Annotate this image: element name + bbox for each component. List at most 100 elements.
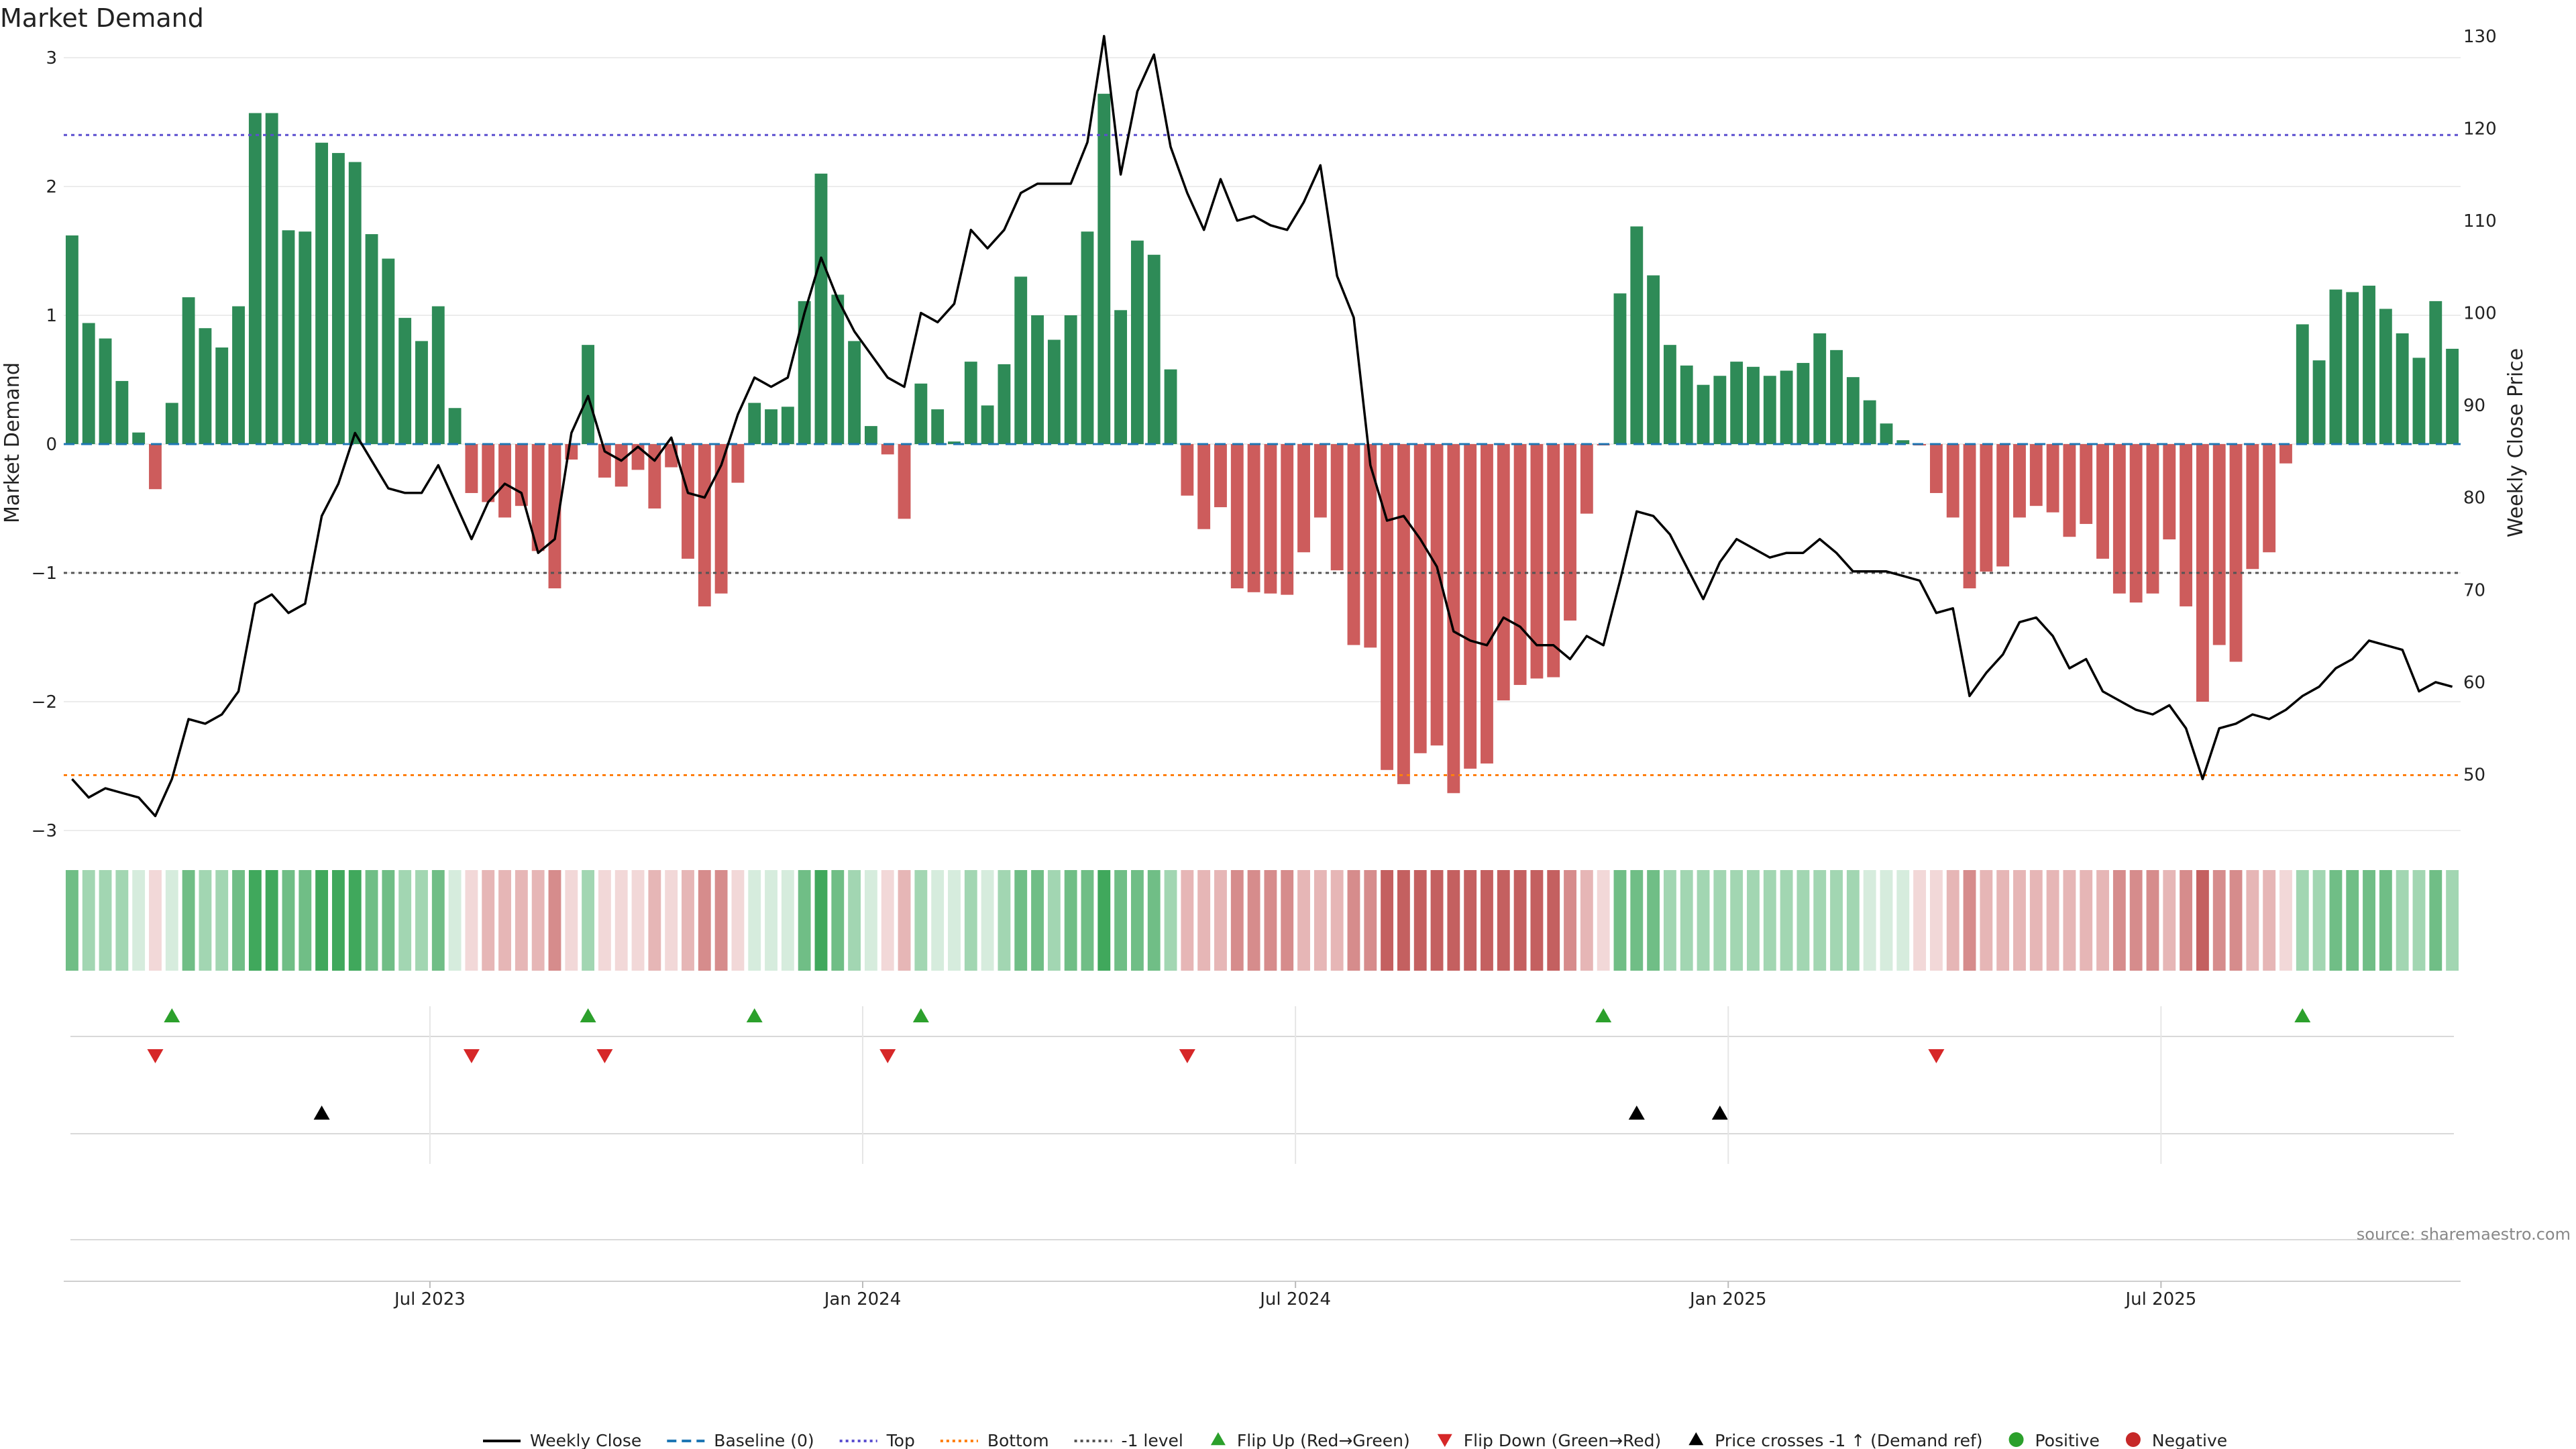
demand-bar: [1613, 293, 1627, 444]
demand-bar: [1963, 444, 1976, 589]
heat-cell: [2296, 870, 2309, 971]
heat-cell: [1747, 870, 1760, 971]
heat-cell: [1530, 870, 1544, 971]
demand-bar: [531, 444, 545, 551]
demand-bar: [1114, 310, 1128, 444]
heat-cell: [2346, 870, 2359, 971]
heat-cell: [1464, 870, 1477, 971]
demand-bar: [1230, 444, 1244, 589]
demand-bar: [765, 409, 777, 444]
heat-cell: [998, 870, 1011, 971]
demand-bar: [1830, 350, 1843, 444]
demand-bar: [881, 444, 894, 455]
legend-label: Flip Up (Red→Green): [1237, 1431, 1410, 1449]
heat-cell: [798, 870, 811, 971]
heat-cell: [2129, 870, 2143, 971]
demand-bar: [1481, 444, 1493, 764]
heat-cell: [1597, 870, 1610, 971]
heat-cell: [881, 870, 894, 971]
demand-bar: [2096, 444, 2109, 559]
heat-cell: [1980, 870, 1993, 971]
demand-bar: [382, 258, 395, 444]
heat-cell: [1996, 870, 2010, 971]
heat-cell: [82, 870, 95, 971]
right-tick-label: 90: [2463, 396, 2485, 416]
heat-cell: [2212, 870, 2226, 971]
flip-down-marker: [463, 1049, 480, 1063]
heat-cell: [2112, 870, 2126, 971]
demand-bar: [1547, 444, 1560, 678]
legend-swatch: [2125, 1432, 2141, 1447]
heat-cell: [248, 870, 262, 971]
heat-cell: [2180, 870, 2193, 971]
demand-bar: [898, 444, 911, 519]
demand-bar: [498, 444, 511, 518]
heat-cell: [1946, 870, 1960, 971]
demand-bar: [1164, 369, 1177, 444]
heat-cell: [482, 870, 495, 971]
heat-cell: [282, 870, 295, 971]
heat-cell: [531, 870, 545, 971]
demand-bar: [299, 231, 312, 444]
demand-bar: [2263, 444, 2276, 553]
heat-cell: [1713, 870, 1727, 971]
heat-cell: [2096, 870, 2109, 971]
heat-cell: [2013, 870, 2026, 971]
heat-cell: [331, 870, 345, 971]
legend-label: Price crosses -1 ↑ (Demand ref): [1715, 1431, 1982, 1449]
demand-bar: [1297, 444, 1310, 553]
flip-down-marker: [879, 1049, 896, 1063]
demand-bar: [149, 444, 162, 490]
demand-bar: [1264, 444, 1277, 594]
heat-cell: [1130, 870, 1144, 971]
demand-bar: [99, 338, 112, 444]
demand-bar: [1081, 231, 1094, 444]
demand-bar: [1996, 444, 2010, 567]
legend-label: Negative: [2152, 1431, 2227, 1449]
demand-bar: [165, 402, 178, 444]
demand-bar: [1014, 276, 1028, 444]
demand-bar: [1181, 444, 1194, 496]
demand-bar: [964, 362, 977, 444]
price-cross-marker: [1711, 1106, 1728, 1120]
legend-label: Bottom: [987, 1431, 1049, 1449]
flip-down-marker: [147, 1049, 164, 1063]
demand-heat-strip: [65, 870, 2459, 971]
demand-bar: [348, 162, 362, 444]
demand-bar: [1630, 226, 1644, 444]
heat-cell: [631, 870, 645, 971]
heat-cell: [2046, 870, 2059, 971]
heat-cell: [2446, 870, 2459, 971]
heat-cell: [2146, 870, 2159, 971]
demand-bar: [1064, 315, 1077, 444]
heat-cell: [1680, 870, 1693, 971]
heat-cell: [981, 870, 994, 971]
flip-down-marker: [1928, 1049, 1945, 1063]
heat-cell: [964, 870, 977, 971]
x-tick-label: Jul 2025: [2124, 1289, 2196, 1309]
heat-cell: [665, 870, 678, 971]
heat-cell: [1447, 870, 1460, 971]
heat-cell: [1780, 870, 1793, 971]
flip-up-marker: [912, 1008, 929, 1022]
heat-cell: [182, 870, 195, 971]
demand-bar: [1364, 444, 1377, 648]
heat-cell: [1347, 870, 1360, 971]
demand-bar: [582, 345, 595, 444]
heat-cell: [1214, 870, 1227, 971]
demand-bar: [1197, 444, 1211, 529]
heat-cell: [1197, 870, 1211, 971]
heat-cell: [382, 870, 395, 971]
demand-bar: [2013, 444, 2026, 518]
left-tick-label: −1: [32, 564, 57, 584]
heat-cell: [1929, 870, 1943, 971]
demand-bar: [1580, 444, 1593, 514]
legend-label: Flip Down (Green→Red): [1464, 1431, 1662, 1449]
heat-cell: [1846, 870, 1860, 971]
chart-title: Market Demand: [0, 3, 204, 33]
heat-cell: [1796, 870, 1810, 971]
heat-cell: [232, 870, 245, 971]
heat-cell: [2429, 870, 2443, 971]
demand-bar: [2279, 444, 2292, 464]
